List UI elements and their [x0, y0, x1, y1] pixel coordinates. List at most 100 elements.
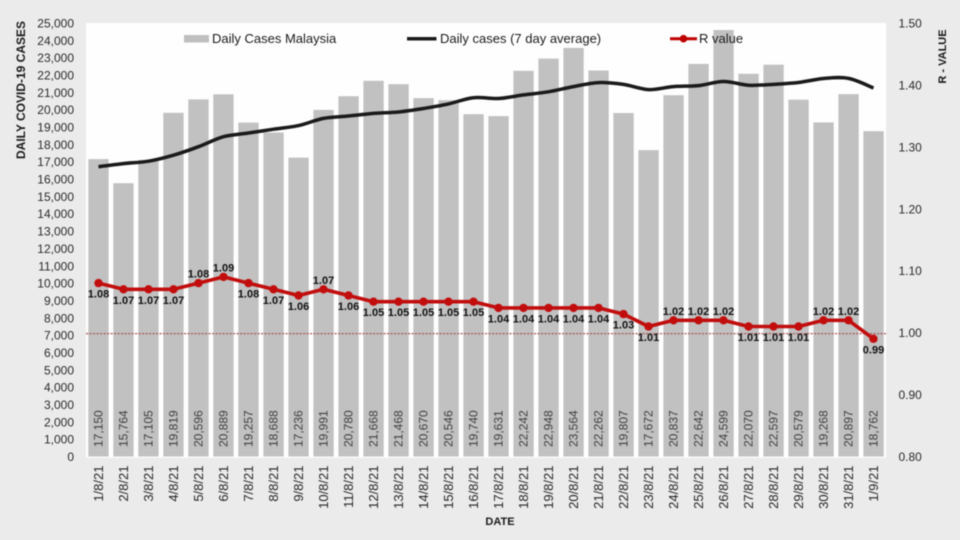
svg-text:1.04: 1.04: [588, 313, 610, 325]
svg-text:3,000: 3,000: [44, 398, 74, 412]
svg-text:20,897: 20,897: [842, 410, 856, 447]
svg-text:1.02: 1.02: [713, 306, 734, 318]
svg-text:1.06: 1.06: [338, 301, 359, 313]
svg-text:23/8/21: 23/8/21: [641, 466, 656, 509]
svg-text:1.02: 1.02: [663, 306, 684, 318]
svg-text:17,150: 17,150: [92, 410, 106, 447]
svg-text:17,236: 17,236: [292, 410, 306, 447]
svg-text:1.08: 1.08: [238, 289, 259, 301]
svg-text:17,105: 17,105: [142, 410, 156, 447]
svg-text:1.05: 1.05: [438, 307, 459, 319]
svg-text:9,000: 9,000: [44, 294, 74, 308]
svg-text:1.05: 1.05: [363, 307, 384, 319]
svg-text:11,000: 11,000: [38, 259, 74, 273]
svg-text:4/8/21: 4/8/21: [166, 466, 181, 502]
svg-text:1.04: 1.04: [538, 313, 560, 325]
svg-text:0: 0: [67, 450, 74, 464]
svg-text:22,242: 22,242: [517, 410, 531, 447]
svg-text:29/8/21: 29/8/21: [791, 466, 806, 509]
svg-text:7,000: 7,000: [44, 329, 74, 343]
svg-text:28/8/21: 28/8/21: [766, 466, 781, 509]
svg-text:6,000: 6,000: [44, 346, 74, 360]
svg-text:11/8/21: 11/8/21: [341, 466, 356, 508]
svg-text:21,468: 21,468: [392, 410, 406, 447]
svg-text:22,642: 22,642: [692, 410, 706, 447]
svg-text:7/8/21: 7/8/21: [241, 466, 256, 502]
svg-text:1.05: 1.05: [413, 307, 434, 319]
svg-text:20/8/21: 20/8/21: [566, 466, 581, 509]
svg-text:0.90: 0.90: [899, 388, 923, 402]
svg-text:DAILY COVID-19 CASES: DAILY COVID-19 CASES: [14, 21, 28, 159]
svg-text:0.80: 0.80: [899, 450, 923, 464]
svg-text:20,889: 20,889: [217, 410, 231, 447]
svg-text:22,000: 22,000: [37, 69, 74, 83]
svg-text:1.08: 1.08: [188, 269, 209, 281]
svg-text:3/8/21: 3/8/21: [141, 466, 156, 502]
svg-text:20,780: 20,780: [342, 410, 356, 447]
svg-text:22,070: 22,070: [742, 410, 756, 447]
svg-text:1.09: 1.09: [213, 262, 234, 274]
svg-text:19,740: 19,740: [467, 410, 481, 447]
svg-text:DATE: DATE: [485, 516, 514, 528]
svg-text:17,672: 17,672: [642, 410, 656, 447]
svg-text:22,597: 22,597: [767, 410, 781, 447]
svg-text:24,000: 24,000: [37, 34, 74, 48]
svg-text:2/8/21: 2/8/21: [116, 466, 131, 502]
svg-text:21,000: 21,000: [37, 86, 74, 100]
svg-text:9/8/21: 9/8/21: [291, 466, 306, 502]
svg-text:23,000: 23,000: [37, 51, 74, 65]
svg-text:5,000: 5,000: [44, 363, 74, 377]
svg-text:1.04: 1.04: [488, 313, 510, 325]
svg-text:Daily cases (7 day average): Daily cases (7 day average): [440, 31, 601, 46]
svg-text:1.02: 1.02: [688, 306, 709, 318]
svg-text:19,000: 19,000: [37, 121, 74, 135]
svg-text:19/8/21: 19/8/21: [541, 466, 556, 509]
svg-text:1.05: 1.05: [463, 307, 484, 319]
svg-text:1.07: 1.07: [138, 295, 159, 307]
svg-text:1.01: 1.01: [738, 332, 759, 344]
svg-text:18,762: 18,762: [867, 410, 881, 447]
svg-text:20,579: 20,579: [792, 410, 806, 447]
svg-text:R - VALUE: R - VALUE: [937, 29, 949, 83]
svg-text:2,000: 2,000: [44, 415, 74, 429]
svg-text:1.01: 1.01: [788, 332, 809, 344]
svg-text:26/8/21: 26/8/21: [716, 466, 731, 509]
svg-text:1.02: 1.02: [813, 306, 834, 318]
svg-text:1.04: 1.04: [563, 313, 585, 325]
svg-text:16,000: 16,000: [37, 173, 74, 187]
svg-text:1.20: 1.20: [899, 202, 923, 216]
svg-text:19,819: 19,819: [167, 410, 181, 447]
svg-text:17,000: 17,000: [37, 155, 74, 169]
svg-text:24,599: 24,599: [717, 410, 731, 447]
svg-text:23,564: 23,564: [567, 410, 581, 447]
svg-text:8,000: 8,000: [44, 311, 74, 325]
svg-text:22/8/21: 22/8/21: [616, 466, 631, 509]
svg-text:10/8/21: 10/8/21: [316, 466, 331, 509]
svg-text:1.30: 1.30: [899, 140, 923, 154]
svg-text:1.04: 1.04: [513, 313, 535, 325]
svg-text:R value: R value: [699, 31, 743, 46]
svg-text:22,262: 22,262: [592, 410, 606, 447]
svg-text:1.07: 1.07: [263, 295, 284, 307]
svg-text:20,670: 20,670: [417, 410, 431, 447]
svg-text:14/8/21: 14/8/21: [416, 466, 431, 509]
svg-text:30/8/21: 30/8/21: [816, 466, 831, 509]
svg-text:24/8/21: 24/8/21: [666, 466, 681, 509]
svg-text:20,000: 20,000: [37, 103, 74, 117]
svg-text:Daily Cases Malaysia: Daily Cases Malaysia: [212, 31, 337, 46]
svg-text:19,991: 19,991: [317, 410, 331, 447]
svg-text:18,688: 18,688: [267, 410, 281, 447]
svg-text:14,000: 14,000: [37, 207, 74, 221]
svg-text:19,631: 19,631: [492, 410, 506, 447]
svg-text:13/8/21: 13/8/21: [391, 466, 406, 509]
svg-text:12,000: 12,000: [37, 242, 74, 256]
svg-text:1.10: 1.10: [899, 264, 923, 278]
svg-text:19,257: 19,257: [242, 410, 256, 447]
svg-text:1.05: 1.05: [388, 307, 409, 319]
svg-text:1,000: 1,000: [44, 433, 74, 447]
svg-text:25,000: 25,000: [37, 17, 74, 31]
svg-text:1.50: 1.50: [899, 17, 923, 31]
svg-text:1.06: 1.06: [288, 301, 309, 313]
svg-text:1.07: 1.07: [163, 295, 184, 307]
svg-text:31/8/21: 31/8/21: [841, 466, 856, 509]
